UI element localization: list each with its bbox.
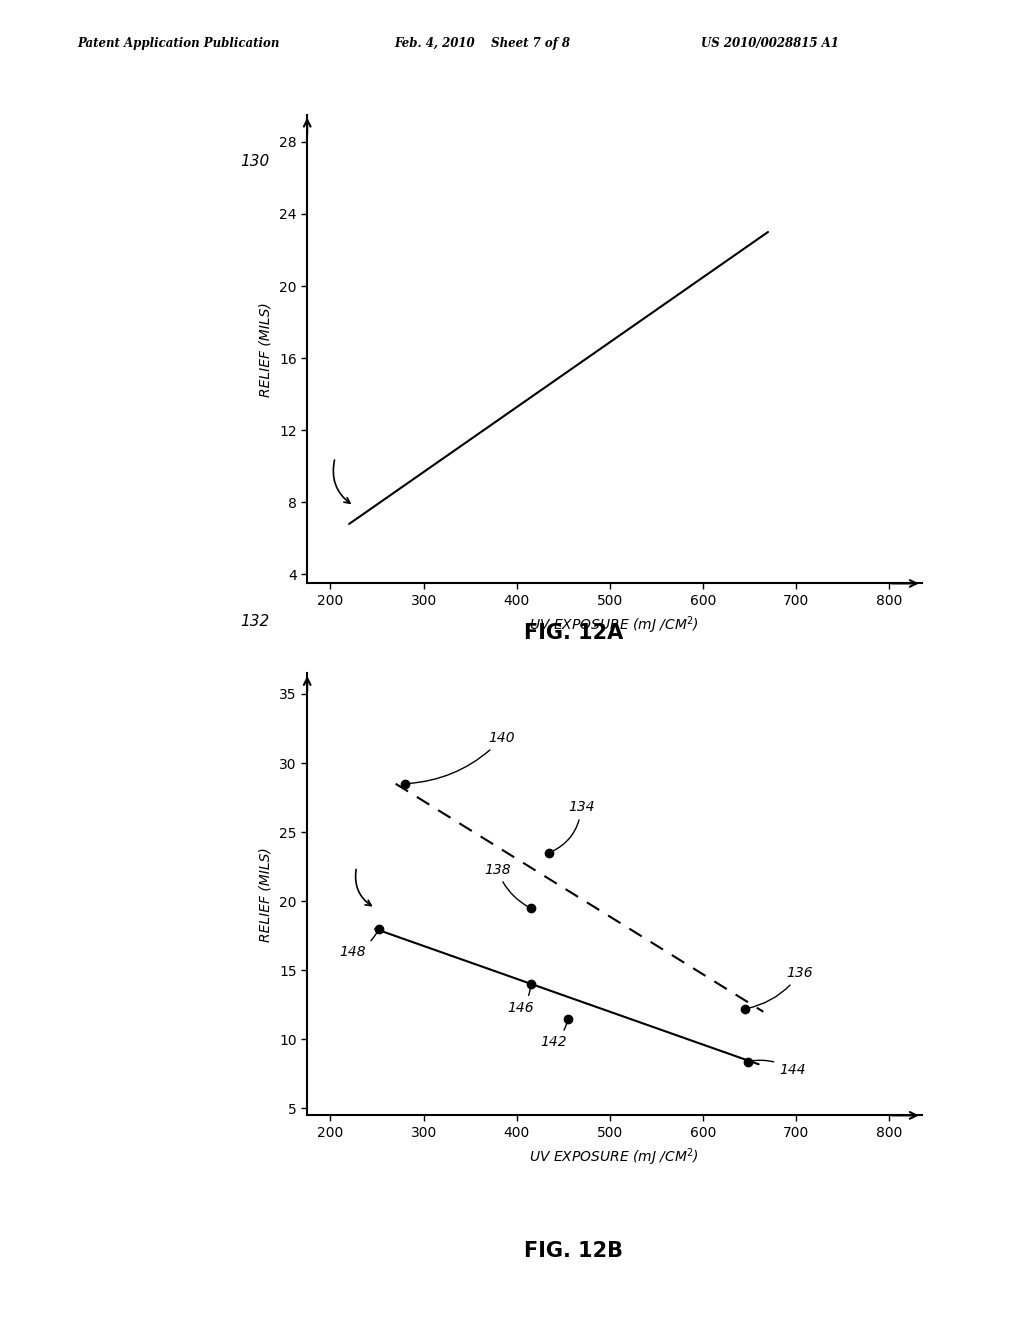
Text: 134: 134 (552, 800, 595, 851)
X-axis label: UV EXPOSURE (mJ /CM$^{2}$): UV EXPOSURE (mJ /CM$^{2}$) (529, 1147, 699, 1168)
Text: FIG. 12A: FIG. 12A (524, 623, 623, 643)
Text: Patent Application Publication: Patent Application Publication (77, 37, 280, 50)
Text: 142: 142 (540, 1022, 567, 1049)
Text: 132: 132 (241, 614, 270, 628)
Text: FIG. 12B: FIG. 12B (524, 1241, 623, 1261)
Text: US 2010/0028815 A1: US 2010/0028815 A1 (701, 37, 840, 50)
Y-axis label: RELIEF (MILS): RELIEF (MILS) (258, 847, 272, 941)
Text: 138: 138 (484, 862, 528, 907)
Text: 130: 130 (241, 154, 270, 169)
Text: 136: 136 (748, 966, 813, 1008)
Y-axis label: RELIEF (MILS): RELIEF (MILS) (258, 302, 272, 396)
Text: 148: 148 (340, 932, 378, 960)
Text: Feb. 4, 2010    Sheet 7 of 8: Feb. 4, 2010 Sheet 7 of 8 (394, 37, 570, 50)
X-axis label: UV EXPOSURE (mJ /CM$^{2}$): UV EXPOSURE (mJ /CM$^{2}$) (529, 615, 699, 636)
Text: 140: 140 (408, 731, 515, 784)
Text: 146: 146 (507, 987, 534, 1015)
Text: 144: 144 (751, 1060, 806, 1077)
